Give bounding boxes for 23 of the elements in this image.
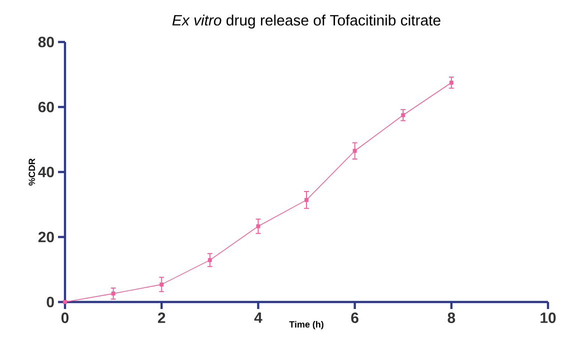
point	[352, 148, 357, 153]
chart-title: Ex vitro drug release of Tofacitinib citrate	[172, 14, 440, 29]
y-axis-title: %CDR	[28, 158, 36, 186]
y-tick-label: 40	[38, 166, 54, 178]
x-tick-label: 8	[448, 312, 456, 324]
point	[63, 300, 67, 304]
x-tick-label: 0	[61, 312, 69, 324]
point	[160, 282, 164, 286]
y-tick-label: 60	[38, 102, 54, 112]
point	[449, 80, 454, 85]
point	[304, 198, 308, 202]
point	[111, 292, 116, 296]
y-tick-label: 80	[38, 36, 54, 48]
y-tick-label: 0	[46, 296, 54, 308]
x-axis-title: Time (h)	[289, 320, 324, 330]
x-tick-label: 6	[351, 312, 358, 324]
point	[401, 113, 406, 118]
x-tick-label: 10	[540, 312, 556, 324]
point	[208, 258, 212, 262]
x-tick-label: 2	[158, 312, 166, 323]
point	[256, 224, 260, 228]
y-tick-label: 20	[38, 232, 54, 242]
x-tick-label: 4	[254, 312, 262, 323]
